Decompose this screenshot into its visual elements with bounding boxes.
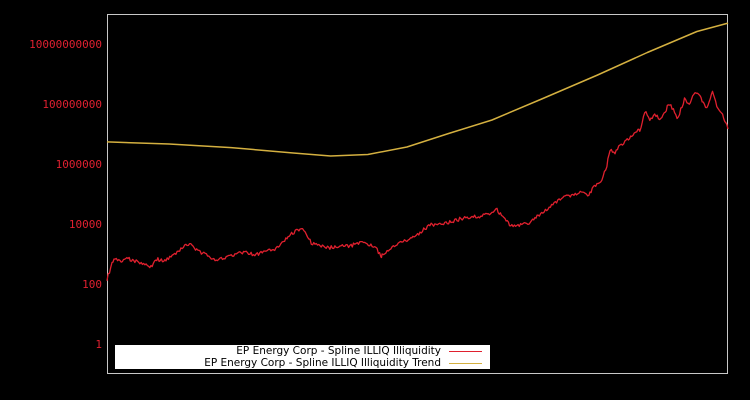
y-tick-label: 10000000000 bbox=[29, 38, 102, 51]
plot-area-border bbox=[107, 14, 728, 374]
legend-swatch-red bbox=[449, 350, 482, 352]
series-trend-line bbox=[106, 22, 729, 157]
series-illiquidity-line bbox=[106, 90, 729, 281]
y-tick-label: 1 bbox=[95, 338, 102, 351]
legend-item-trend: EP Energy Corp - Spline ILLIQ Illiquidit… bbox=[204, 357, 482, 369]
legend-swatch-yellow bbox=[449, 362, 482, 364]
legend-item-illiquidity: EP Energy Corp - Spline ILLIQ Illiquidit… bbox=[236, 345, 482, 357]
y-tick-label: 100 bbox=[82, 278, 102, 291]
legend: EP Energy Corp - Spline ILLIQ Illiquidit… bbox=[115, 345, 490, 369]
legend-label: EP Energy Corp - Spline ILLIQ Illiquidit… bbox=[204, 357, 441, 369]
series-layer bbox=[106, 22, 729, 281]
legend-label: EP Energy Corp - Spline ILLIQ Illiquidit… bbox=[236, 345, 441, 357]
y-tick-label: 1000000 bbox=[55, 158, 102, 171]
y-tick-label: 100000000 bbox=[42, 98, 102, 111]
y-tick-label: 10000 bbox=[68, 218, 102, 231]
